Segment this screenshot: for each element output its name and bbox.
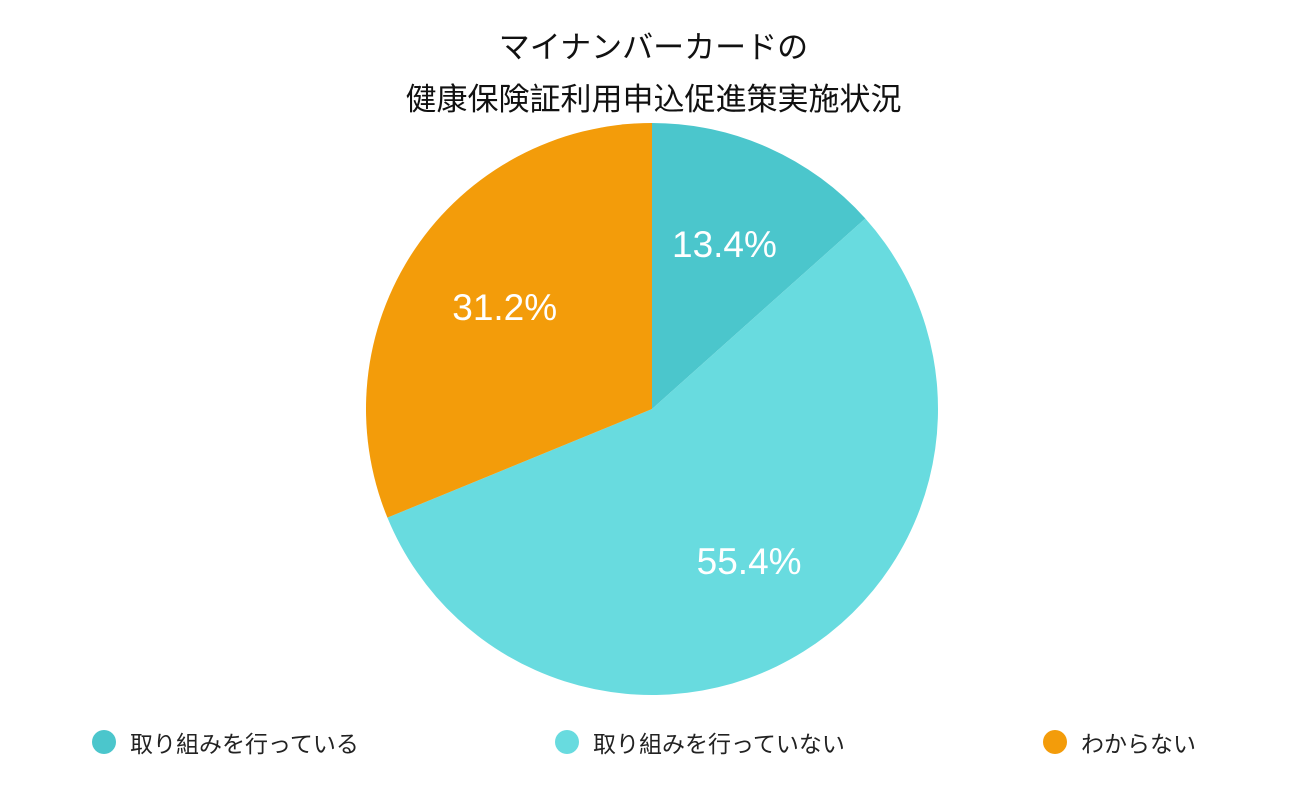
legend-marker-unknown	[1043, 730, 1067, 754]
data-label-unknown: 31.2%	[452, 287, 557, 328]
legend-label-not-doing: 取り組みを行っていない	[593, 732, 845, 758]
legend-marker-doing	[92, 730, 116, 754]
data-label-not-doing: 55.4%	[697, 541, 802, 582]
chart-title-line-2: 健康保険証利用申込促進策実施状況	[405, 82, 902, 118]
pie-labels: 13.4% 55.4% 31.2%	[452, 224, 801, 582]
chart-title-line-1: マイナンバーカードの	[498, 30, 809, 66]
legend-item-doing: 取り組みを行っている	[92, 727, 359, 758]
legend: 取り組みを行っている 取り組みを行っていない わからない	[0, 727, 1307, 758]
legend-item-unknown: わからない	[1043, 727, 1196, 758]
pie-slices	[365, 123, 938, 695]
legend-marker-not-doing	[555, 730, 579, 754]
chart-title: マイナンバーカードの 健康保険証利用申込促進策実施状況	[0, 22, 1307, 126]
legend-label-doing: 取り組みを行っている	[130, 732, 359, 758]
pie-slice-unknown	[365, 123, 652, 518]
pie-slice-not-doing	[387, 218, 938, 695]
data-label-doing: 13.4%	[672, 224, 777, 265]
pie-slice-doing	[652, 123, 866, 409]
legend-item-not-doing: 取り組みを行っていない	[555, 727, 845, 758]
legend-label-unknown: わからない	[1081, 732, 1196, 758]
